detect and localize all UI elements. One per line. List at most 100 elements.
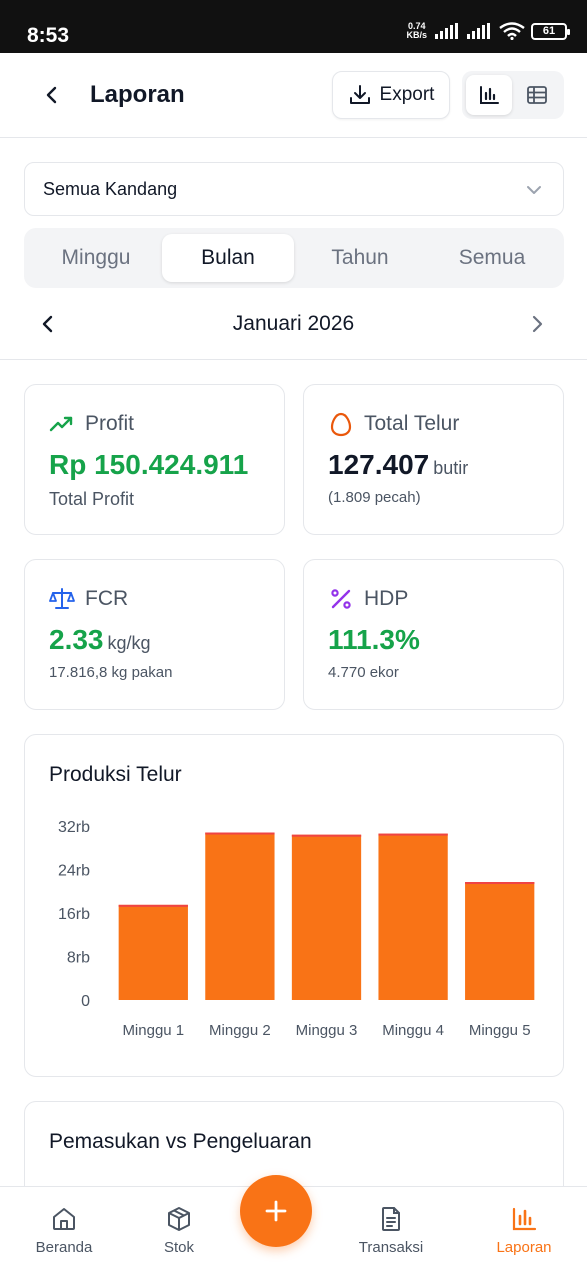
chevron-left-icon: [46, 86, 57, 104]
plus-icon: [265, 1200, 287, 1222]
tab-minggu[interactable]: Minggu: [61, 246, 131, 269]
x-tick-label: Minggu 1: [122, 1022, 184, 1039]
nav-transaksi[interactable]: Transaksi: [336, 1205, 446, 1256]
bar-top-edge: [291, 834, 362, 837]
export-label: Export: [379, 84, 435, 105]
profit-sub: Total Profit: [49, 489, 135, 509]
chart-icon: [480, 86, 499, 104]
profit-card-header: Profit: [49, 411, 134, 437]
total-telur-card-header: Total Telur: [328, 411, 459, 437]
view-mode-toggle: [462, 71, 564, 119]
total-telur-unit: butir: [433, 458, 469, 478]
previous-period-button[interactable]: [34, 310, 62, 343]
tab-semua[interactable]: Semua: [458, 246, 526, 269]
bar-top-edge: [465, 882, 535, 885]
fcr-label: FCR: [85, 587, 129, 610]
x-tick-label: Minggu 4: [382, 1022, 444, 1039]
profit-value: Rp 150.424.911: [49, 449, 249, 480]
fcr-card: FCR 2.33 kg/kg 17.816,8 kg pakan: [24, 559, 285, 710]
hdp-label: HDP: [364, 587, 409, 610]
section-title: Pemasukan vs Pengeluaran: [49, 1130, 312, 1153]
total-telur-card: Total Telur 127.407 butir (1.809 pecah): [303, 384, 564, 535]
y-tick-label: 0: [81, 993, 90, 1010]
home-icon: [53, 1208, 75, 1230]
y-tick-label: 32rb: [58, 819, 90, 836]
hdp-card-header: HDP: [328, 586, 408, 612]
fcr-card-header: FCR: [49, 586, 128, 612]
kandang-select-value: Semua Kandang: [43, 179, 178, 199]
date-navigator: Januari 2026: [0, 296, 587, 360]
page-title: Laporan: [90, 81, 185, 108]
profit-card: Profit Rp 150.424.911 Total Profit: [24, 384, 285, 535]
fcr-sub: 17.816,8 kg pakan: [49, 664, 173, 681]
chart-title: Produksi Telur: [49, 763, 182, 786]
nav-laporan[interactable]: Laporan: [469, 1205, 579, 1256]
hdp-card: HDP 111.3% 4.770 ekor: [303, 559, 564, 710]
egg-icon: [328, 411, 354, 437]
next-period-button[interactable]: [523, 310, 551, 343]
nav-label: Beranda: [35, 1239, 93, 1256]
back-button[interactable]: [34, 77, 70, 113]
fcr-unit: kg/kg: [107, 633, 151, 653]
bar-top-edge: [378, 833, 448, 836]
nav-label: Stok: [163, 1239, 194, 1256]
x-tick-label: Minggu 2: [209, 1022, 271, 1039]
y-tick-label: 24rb: [58, 863, 90, 880]
status-icons: 0.74 KB/s 61: [406, 22, 570, 40]
nav-stok[interactable]: Stok: [124, 1205, 234, 1256]
document-icon: [382, 1207, 400, 1231]
box-icon: [168, 1207, 190, 1231]
fcr-value-row: 2.33 kg/kg: [49, 624, 151, 656]
export-button[interactable]: Export: [332, 71, 450, 119]
network-speed: 0.74 KB/s: [406, 22, 427, 40]
hdp-sub: 4.770 ekor: [328, 664, 399, 681]
bar[interactable]: [378, 833, 448, 1000]
table-view-button[interactable]: [514, 75, 560, 115]
total-telur-value: 127.407: [328, 449, 430, 480]
produksi-telur-bar-chart: 0 8rb 16rb 24rb 32rb Minggu 1 Minggu 2 Minggu 3…: [58, 819, 535, 1039]
network-speed-unit: KB/s: [406, 30, 427, 40]
chevron-left-icon: [42, 315, 53, 333]
add-button[interactable]: [240, 1175, 312, 1247]
signal-icon: [435, 23, 458, 39]
bar[interactable]: [465, 882, 535, 1000]
battery-icon: 61: [531, 22, 570, 40]
x-tick-label: Minggu 3: [296, 1022, 358, 1039]
chevron-down-icon: [527, 186, 541, 194]
wifi-icon: [499, 22, 525, 40]
total-telur-label: Total Telur: [364, 412, 460, 435]
produksi-telur-chart-card: Produksi Telur 0 8rb 16rb 24rb 32rb Minggu 1 M…: [24, 734, 564, 1077]
y-tick-label: 8rb: [67, 950, 90, 967]
nav-label: Transaksi: [358, 1239, 424, 1256]
app-header: Laporan Export: [0, 53, 587, 138]
bar[interactable]: [291, 834, 362, 1000]
tab-tahun[interactable]: Tahun: [331, 246, 389, 269]
tab-bulan[interactable]: Bulan: [162, 234, 294, 282]
table-icon: [527, 86, 547, 104]
bar-top-edge: [118, 904, 188, 907]
chevron-right-icon: [532, 315, 543, 333]
bar[interactable]: [205, 832, 275, 1000]
nav-beranda[interactable]: Beranda: [9, 1205, 119, 1256]
network-speed-value: 0.74: [407, 21, 426, 31]
download-icon: [349, 85, 370, 104]
nav-label: Laporan: [496, 1239, 552, 1256]
pecah-count: (1.809 pecah): [328, 489, 421, 506]
status-bar: 8:53 0.74 KB/s 61: [0, 0, 587, 53]
total-telur-value-row: 127.407 butir: [328, 449, 468, 481]
profit-label: Profit: [85, 412, 135, 435]
bar-top-edge: [205, 832, 275, 835]
fcr-value: 2.33: [49, 624, 104, 655]
scale-icon: [49, 586, 75, 612]
current-period-label: Januari 2026: [232, 312, 355, 335]
bar[interactable]: [118, 904, 188, 1000]
x-tick-label: Minggu 5: [469, 1022, 531, 1039]
bar-chart-icon: [512, 1207, 537, 1231]
battery-level: 61: [542, 25, 556, 37]
chart-view-button[interactable]: [466, 75, 512, 115]
period-tabs: Minggu Bulan Tahun Semua: [24, 228, 564, 288]
signal-icon: [467, 23, 490, 39]
status-time: 8:53: [27, 24, 70, 47]
trending-up-icon: [49, 411, 75, 437]
kandang-select[interactable]: Semua Kandang: [24, 162, 564, 216]
